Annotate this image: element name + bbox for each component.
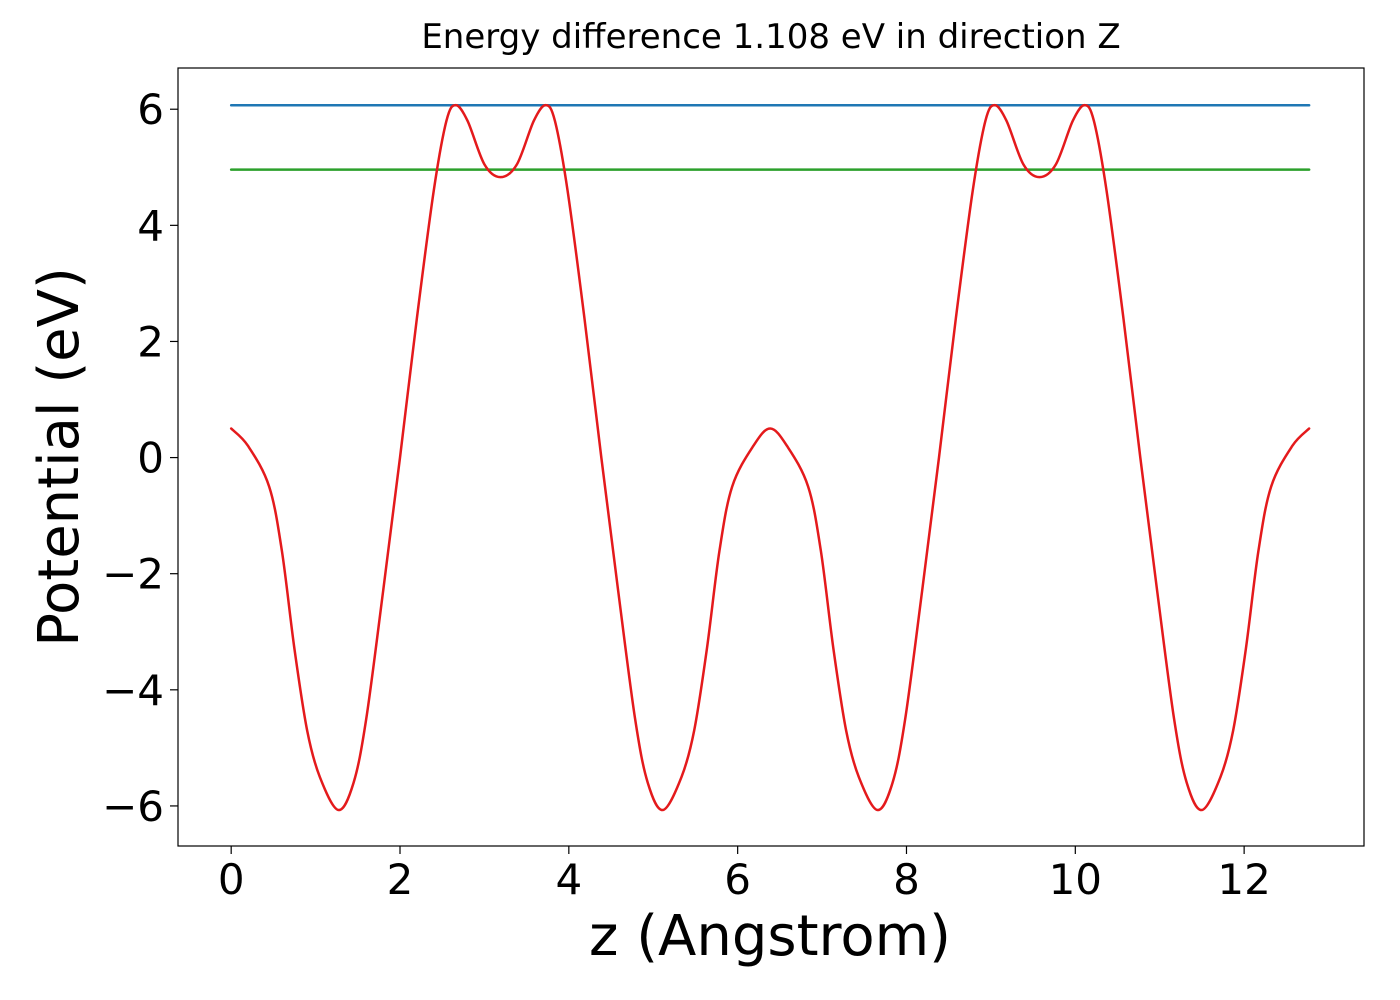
plot-frame [177, 67, 1365, 847]
x-tick-label: 8 [893, 855, 920, 904]
x-tick-label: 4 [555, 855, 582, 904]
y-tick-label: −2 [102, 550, 164, 599]
y-tick-label: −4 [102, 666, 164, 715]
x-tick-label: 2 [387, 855, 414, 904]
y-tick-label: 6 [137, 85, 164, 134]
x-axis-label: z (Angstrom) [589, 904, 951, 969]
x-tick-label: 0 [218, 855, 245, 904]
y-tick-label: 0 [137, 434, 164, 483]
y-axis-label: Potential (eV) [27, 267, 92, 647]
line-series [229, 103, 1311, 812]
y-tick-label: 2 [137, 317, 164, 366]
x-tick-label: 6 [724, 855, 751, 904]
y-tick-label: −6 [102, 782, 164, 831]
x-tick-label: 10 [1049, 855, 1102, 904]
x-tick-label: 12 [1217, 855, 1270, 904]
chart-title: Energy difference 1.108 eV in direction … [421, 17, 1120, 57]
y-tick-label: 4 [137, 201, 164, 250]
plot-area [229, 103, 1311, 812]
